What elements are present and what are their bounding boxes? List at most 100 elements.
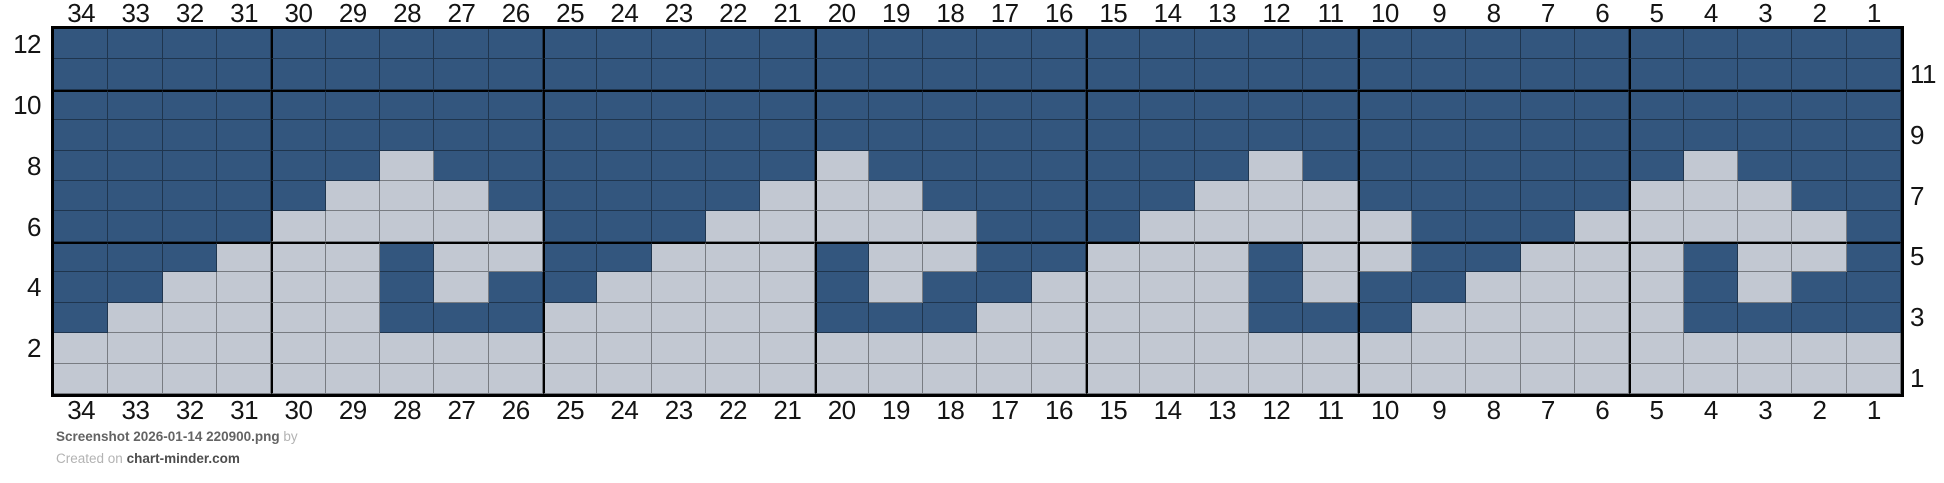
chart-cell xyxy=(1575,120,1630,151)
chart-cell xyxy=(923,59,978,90)
chart-cell xyxy=(216,181,272,212)
column-label: 32 xyxy=(175,395,204,425)
chart-cell xyxy=(1194,181,1250,212)
chart-cell xyxy=(1086,211,1141,242)
chart-cell xyxy=(651,59,706,90)
chart-cell xyxy=(1792,363,1847,394)
chart-cell xyxy=(1140,120,1195,151)
chart-cell xyxy=(1575,29,1630,60)
chart-cell xyxy=(923,89,978,121)
chart-cell xyxy=(923,181,978,212)
chart-cell xyxy=(923,333,978,364)
column-label: 13 xyxy=(1207,395,1236,425)
chart-cell xyxy=(705,59,761,90)
chart-cell xyxy=(434,241,489,273)
column-label: 13 xyxy=(1207,0,1236,28)
chart-cell xyxy=(814,150,869,182)
chart-cell xyxy=(977,333,1032,364)
column-label: 3 xyxy=(1758,0,1773,28)
chart-cell xyxy=(1086,150,1141,182)
chart-cell xyxy=(216,333,272,364)
chart-cell xyxy=(1031,89,1087,121)
row-label: 5 xyxy=(1910,241,1924,272)
chart-cell xyxy=(1738,59,1793,90)
chart-cell xyxy=(1140,272,1195,303)
chart-cell xyxy=(488,150,543,182)
column-label: 27 xyxy=(447,0,476,28)
row-label: 1 xyxy=(1910,363,1924,393)
chart-cell xyxy=(1466,302,1521,334)
chart-cell xyxy=(1738,29,1793,60)
chart-cell xyxy=(1629,272,1684,303)
chart-cell xyxy=(1792,59,1847,90)
chart-cell xyxy=(54,211,109,242)
chart-cell xyxy=(325,29,380,60)
chart-cell xyxy=(379,150,435,182)
chart-frame xyxy=(51,26,1904,397)
chart-cell xyxy=(651,211,706,242)
chart-cell xyxy=(1738,89,1793,121)
chart-cell xyxy=(1683,363,1739,394)
chart-cell xyxy=(651,89,706,121)
chart-cell xyxy=(1031,211,1087,242)
column-labels-bottom: 34 33 32 31 30 29 28 27 26 25 24 23 22 21 20 19 18 17 16 15… xyxy=(54,396,1901,424)
chart-cell xyxy=(54,241,109,273)
chart-cell xyxy=(325,241,380,273)
chart-cell xyxy=(325,181,380,212)
chart-cell xyxy=(977,181,1032,212)
chart-cell xyxy=(379,181,435,212)
created-on-label: Created on xyxy=(56,451,123,466)
chart-cell xyxy=(1031,150,1087,182)
chart-cell xyxy=(1846,333,1901,364)
chart-cell xyxy=(1303,363,1358,394)
chart-cell xyxy=(379,59,435,90)
chart-cell xyxy=(868,181,924,212)
chart-cell xyxy=(325,272,380,303)
chart-cell xyxy=(814,272,869,303)
chart-cell xyxy=(760,272,815,303)
chart-cell xyxy=(868,272,924,303)
chart-cell xyxy=(542,241,598,273)
chart-filename: Screenshot 2026-01-14 220900.png xyxy=(56,429,280,444)
chart-cell xyxy=(1520,363,1576,394)
chart-cell xyxy=(1466,59,1521,90)
chart-cell xyxy=(868,59,924,90)
chart-cell xyxy=(1412,150,1467,182)
chart-cell xyxy=(1683,59,1739,90)
chart-cell xyxy=(379,241,435,273)
column-label: 27 xyxy=(447,395,476,425)
chart-cell xyxy=(977,120,1032,151)
chart-cell xyxy=(271,29,326,60)
chart-cell xyxy=(597,59,652,90)
column-label: 4 xyxy=(1703,395,1718,425)
chart-cell xyxy=(1792,211,1847,242)
chart-cell xyxy=(488,333,543,364)
chart-minder-link[interactable]: chart-minder.com xyxy=(126,451,240,466)
chart-cell xyxy=(1031,29,1087,60)
chart-cell xyxy=(1575,211,1630,242)
chart-cell xyxy=(651,333,706,364)
column-label: 6 xyxy=(1595,395,1610,425)
chart-cell xyxy=(597,29,652,60)
chart-cell xyxy=(216,241,272,273)
chart-cell xyxy=(271,363,326,394)
chart-cell xyxy=(760,89,815,121)
chart-cell xyxy=(162,363,217,394)
chart-cell xyxy=(705,29,761,60)
chart-cell xyxy=(1575,333,1630,364)
column-label: 8 xyxy=(1486,395,1501,425)
chart-cell xyxy=(814,211,869,242)
column-label: 22 xyxy=(719,0,747,28)
chart-cell xyxy=(1738,363,1793,394)
chart-cell xyxy=(1575,302,1630,334)
chart-cell xyxy=(162,150,217,182)
chart-cell xyxy=(1466,241,1521,273)
chart-cell xyxy=(379,211,435,242)
chart-grid xyxy=(54,29,1901,394)
chart-cell xyxy=(1792,333,1847,364)
chart-cell xyxy=(597,120,652,151)
chart-cell xyxy=(271,302,326,334)
chart-cell xyxy=(1792,302,1847,334)
chart-cell xyxy=(271,241,326,273)
chart-cell xyxy=(868,29,924,60)
